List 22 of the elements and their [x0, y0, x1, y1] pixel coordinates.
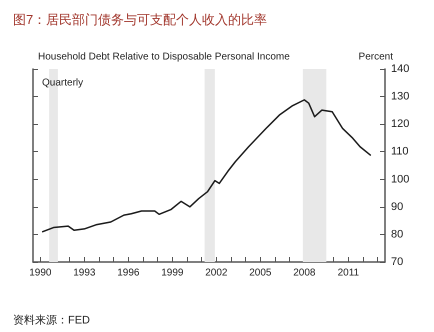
x-tick-label: 1996: [117, 268, 140, 278]
x-tick-label: 1999: [161, 268, 184, 278]
x-tick-label: 1990: [29, 268, 52, 278]
line-series: [42, 99, 372, 232]
x-tick-label: 2011: [338, 268, 360, 278]
y-tick-label: 100: [391, 173, 410, 186]
x-tick-label: 1993: [73, 268, 96, 278]
x-tick-label: 2002: [205, 268, 228, 278]
x-tick-label: 2008: [293, 268, 316, 278]
text: 资料来源：FED: [13, 314, 90, 326]
chart-title: 图7：居民部门债务与可支配个人收入的比率: [13, 12, 268, 27]
annotation: Quarterly: [42, 78, 84, 88]
y-tick-label: 80: [391, 228, 404, 240]
y-axis-title: Percent: [358, 52, 394, 62]
y-tick-label: 90: [391, 200, 404, 213]
y-tick-label: 110: [391, 146, 409, 158]
y-tick-label: 140: [391, 63, 410, 75]
chart-subtitle: Household Debt Relative to Disposable Personal Income: [38, 52, 290, 62]
y-tick-label: 70: [391, 256, 404, 268]
y-tick-label: 130: [391, 90, 410, 103]
x-tick-label: 2005: [249, 268, 272, 278]
y-tick-label: 120: [391, 118, 410, 130]
